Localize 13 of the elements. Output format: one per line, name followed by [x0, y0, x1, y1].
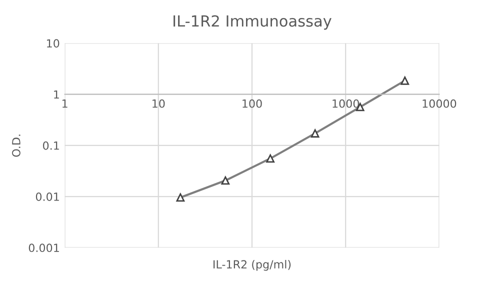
y-tick-label: 0.001	[28, 244, 59, 252]
x-tick-label: 10000	[422, 99, 456, 108]
y-tick-label: 10	[47, 39, 60, 48]
chart-title: IL-1R2 Immunoassay	[174, 15, 332, 30]
x-tick-label: 10	[152, 99, 165, 108]
y-tick-label: 0.01	[36, 192, 59, 201]
x-tick-label: 1	[62, 100, 68, 108]
x-axis-title: IL-1R2 (pg/ml)	[214, 260, 291, 271]
x-tick-label: 1000	[332, 99, 359, 108]
y-tick-label: 1	[54, 90, 59, 99]
y-axis-title: O.D.	[12, 134, 20, 157]
x-tick-label: 100	[242, 99, 262, 108]
y-tick-label: 0.1	[43, 141, 59, 150]
